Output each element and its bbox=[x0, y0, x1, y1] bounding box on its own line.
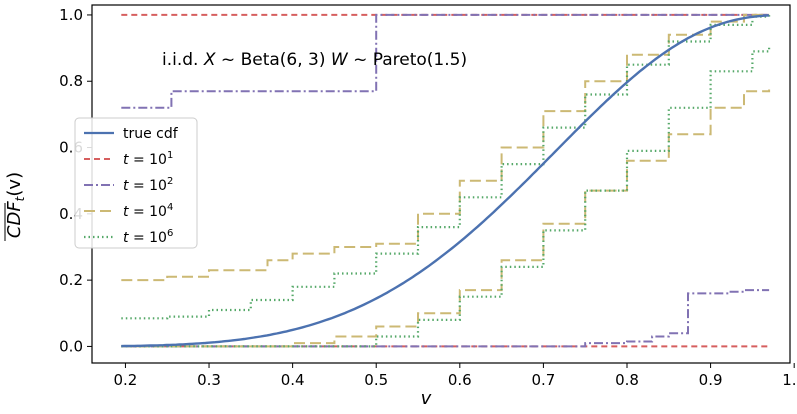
y-tick-label-0: 0.0 bbox=[59, 337, 83, 355]
y-tick-label-4: 0.8 bbox=[59, 72, 83, 90]
legend-label-t4: t = 104 bbox=[123, 202, 173, 220]
series-3-lower-bound bbox=[121, 46, 771, 348]
series-3-upper-bound bbox=[121, 14, 771, 320]
legend-label-true-cdf: true cdf bbox=[123, 126, 179, 142]
y-tick-label-1: 0.2 bbox=[59, 271, 83, 289]
legend: true cdf t = 101 t = 102 t = 104 t = 106 bbox=[74, 117, 198, 249]
legend-box bbox=[74, 117, 198, 249]
x-tick-label-4: 0.6 bbox=[448, 371, 472, 389]
x-axis: 0.2 0.3 0.4 0.5 0.6 0.7 0.8 0.9 1.0 bbox=[114, 363, 797, 389]
annotation-w-var: W bbox=[331, 50, 349, 70]
series-1-lower-bound bbox=[121, 289, 770, 348]
x-tick-label-6: 0.8 bbox=[615, 371, 639, 389]
y-axis-label-sub: t bbox=[13, 195, 27, 201]
x-tick-label-0: 0.2 bbox=[114, 371, 138, 389]
annotation-x-var: X bbox=[203, 50, 216, 70]
y-axis-label: CDFt(v) bbox=[4, 172, 27, 241]
legend-label-t1: t = 101 bbox=[123, 150, 173, 168]
series-layer bbox=[121, 13, 771, 348]
y-tick-label-5: 1.0 bbox=[59, 6, 83, 24]
annotation-prefix: i.i.d. bbox=[162, 50, 204, 70]
legend-label-t6: t = 106 bbox=[123, 228, 173, 246]
true-cdf-line bbox=[121, 14, 770, 348]
series-2-lower-bound bbox=[121, 89, 771, 348]
y-axis-label-arg: (v) bbox=[4, 172, 25, 197]
x-tick-label-8: 1.0 bbox=[782, 371, 797, 389]
y-axis-label-main: CDF bbox=[4, 201, 25, 238]
annotation-w-dist: ~ Pareto(1.5) bbox=[348, 50, 467, 70]
annotation-x-dist: ~ Beta(6, 3) bbox=[216, 50, 331, 70]
x-tick-label-5: 0.7 bbox=[531, 371, 555, 389]
x-tick-label-1: 0.3 bbox=[197, 371, 221, 389]
legend-label-t2: t = 102 bbox=[123, 176, 173, 194]
x-axis-label: v bbox=[421, 388, 432, 409]
series-1-upper-bound bbox=[121, 13, 770, 109]
chart-annotation: i.i.d. X ~ Beta(6, 3) W ~ Pareto(1.5) bbox=[162, 50, 467, 70]
x-tick-label-3: 0.5 bbox=[364, 371, 388, 389]
x-tick-label-7: 0.9 bbox=[699, 371, 723, 389]
svg-text:CDFt(v): CDFt(v) bbox=[4, 172, 27, 238]
x-tick-label-2: 0.4 bbox=[281, 371, 305, 389]
